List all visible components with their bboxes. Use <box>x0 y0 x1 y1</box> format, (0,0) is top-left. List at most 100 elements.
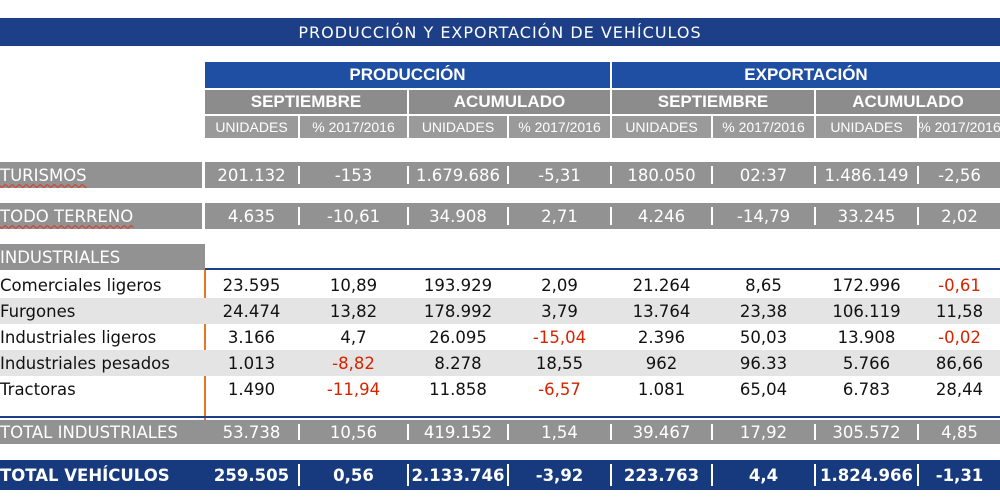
cell-total-vehiculos-1: 0,56 <box>333 465 374 485</box>
cell-comerciales-ligeros-6: 172.996 <box>832 275 901 295</box>
cell-separator <box>507 464 509 486</box>
cell-separator <box>407 207 409 225</box>
cell-industriales-ligeros-6: 13.908 <box>837 327 896 347</box>
cell-separator <box>507 207 509 225</box>
cell-total-industriales-4: 39.467 <box>632 422 691 442</box>
cell-separator <box>298 207 300 225</box>
row-grand-total-band <box>0 460 1000 490</box>
cell-industriales-pesados-7: 86,66 <box>935 353 984 373</box>
cell-industriales-ligeros-4: 2.396 <box>637 327 686 347</box>
cell-separator <box>298 424 300 440</box>
cell-separator <box>814 207 816 225</box>
row-label-turismos: TURISMOS <box>0 165 87 185</box>
cell-industriales-ligeros-5: 50,03 <box>739 327 788 347</box>
cell-separator <box>610 207 612 225</box>
section-header-industriales: INDUSTRIALES <box>0 247 121 267</box>
cell-industriales-ligeros-3: -15,04 <box>532 327 587 347</box>
cell-turismos-3: -5,31 <box>538 165 581 185</box>
row-total-band <box>0 420 1000 444</box>
cell-furgones-7: 11,58 <box>935 301 984 321</box>
cell-tractoras-6: 6.783 <box>842 379 891 399</box>
cell-separator <box>407 166 409 184</box>
cell-tractoras-5: 65,04 <box>739 379 788 399</box>
table-title: PRODUCCIÓN Y EXPORTACIÓN DE VEHÍCULOS <box>0 18 1000 46</box>
cell-tractoras-4: 1.081 <box>637 379 686 399</box>
cell-separator <box>917 166 919 184</box>
row-stripe <box>0 350 1000 376</box>
column-header-percent: % 2017/2016 <box>919 116 1000 138</box>
cell-separator <box>298 464 300 486</box>
row-label-total-vehiculos: TOTAL VEHÍCULOS <box>0 465 170 485</box>
cell-turismos-5: 02:37 <box>739 165 788 185</box>
cell-comerciales-ligeros-4: 21.264 <box>632 275 691 295</box>
cell-tractoras-7: 28,44 <box>935 379 984 399</box>
cell-furgones-3: 3,79 <box>541 301 578 321</box>
cell-industriales-ligeros-2: 26.095 <box>429 327 487 347</box>
cell-todo-terreno-5: -14,79 <box>736 206 791 226</box>
cell-turismos-0: 201.132 <box>217 165 286 185</box>
section-top-rule <box>205 268 1000 270</box>
cell-comerciales-ligeros-3: 2,09 <box>541 275 578 295</box>
cell-turismos-4: 180.050 <box>627 165 696 185</box>
cell-separator <box>711 424 713 440</box>
group-header-exportacion: EXPORTACIÓN <box>612 62 1000 88</box>
cell-total-vehiculos-7: -1,31 <box>935 465 984 485</box>
cell-separator <box>507 166 509 184</box>
cell-separator <box>298 166 300 184</box>
cell-separator <box>610 166 612 184</box>
cell-separator <box>610 424 612 440</box>
cell-comerciales-ligeros-5: 8,65 <box>745 275 782 295</box>
cell-turismos-6: 1.486.149 <box>824 165 909 185</box>
cell-furgones-2: 178.992 <box>423 301 493 321</box>
cell-comerciales-ligeros-7: -0,61 <box>938 275 981 295</box>
period-header-exp-acumulado: ACUMULADO <box>816 90 1000 114</box>
cell-furgones-6: 106.119 <box>832 301 901 321</box>
row-label-comerciales-ligeros: Comerciales ligeros <box>0 275 162 295</box>
cell-separator <box>610 464 612 486</box>
row-label-total-industriales: TOTAL INDUSTRIALES <box>0 422 178 442</box>
cell-separator <box>917 207 919 225</box>
cell-comerciales-ligeros-2: 193.929 <box>423 275 493 295</box>
column-header-unidades: UNIDADES <box>816 116 917 138</box>
cell-industriales-pesados-4: 962 <box>645 353 678 373</box>
cell-tractoras-1: -11,94 <box>326 379 381 399</box>
cell-separator <box>711 166 713 184</box>
row-label-furgones: Furgones <box>0 301 76 321</box>
cell-tractoras-2: 11.858 <box>429 379 487 399</box>
cell-industriales-pesados-3: 18,55 <box>535 353 584 373</box>
column-header-percent: % 2017/2016 <box>509 116 610 138</box>
cell-industriales-pesados-0: 1.013 <box>227 353 276 373</box>
total-top-rule <box>0 416 1000 418</box>
row-data-band <box>205 162 1000 188</box>
cell-separator <box>814 424 816 440</box>
column-header-unidades: UNIDADES <box>409 116 507 138</box>
cell-todo-terreno-2: 34.908 <box>429 206 487 226</box>
cell-industriales-pesados-5: 96.33 <box>739 353 788 373</box>
cell-separator <box>917 424 919 440</box>
cell-total-vehiculos-2: 2.133.746 <box>411 465 505 485</box>
cell-total-industriales-0: 53.738 <box>222 422 281 442</box>
cell-total-vehiculos-3: -3,92 <box>535 465 584 485</box>
cell-separator <box>711 464 713 486</box>
cell-total-industriales-2: 419.152 <box>423 422 493 442</box>
cell-furgones-5: 23,38 <box>739 301 788 321</box>
cell-furgones-1: 13,82 <box>329 301 378 321</box>
cell-comerciales-ligeros-1: 10,89 <box>329 275 378 295</box>
cell-industriales-pesados-2: 8.278 <box>434 353 482 373</box>
cell-tractoras-0: 1.490 <box>227 379 276 399</box>
cell-separator <box>407 424 409 440</box>
cell-comerciales-ligeros-0: 23.595 <box>222 275 281 295</box>
row-stripe <box>0 298 1000 324</box>
cell-todo-terreno-0: 4.635 <box>227 206 276 226</box>
cell-separator <box>407 464 409 486</box>
column-header-percent: % 2017/2016 <box>713 116 814 138</box>
column-header-unidades: UNIDADES <box>612 116 711 138</box>
cell-todo-terreno-6: 33.245 <box>837 206 896 226</box>
cell-total-vehiculos-5: 4,4 <box>748 465 779 485</box>
cell-todo-terreno-7: 2,02 <box>941 206 978 226</box>
cell-total-industriales-5: 17,92 <box>739 422 788 442</box>
period-header-prod-acumulado: ACUMULADO <box>409 90 610 114</box>
cell-total-vehiculos-0: 259.505 <box>213 465 290 485</box>
group-header-produccion: PRODUCCIÓN <box>205 62 610 88</box>
cell-separator <box>814 464 816 486</box>
